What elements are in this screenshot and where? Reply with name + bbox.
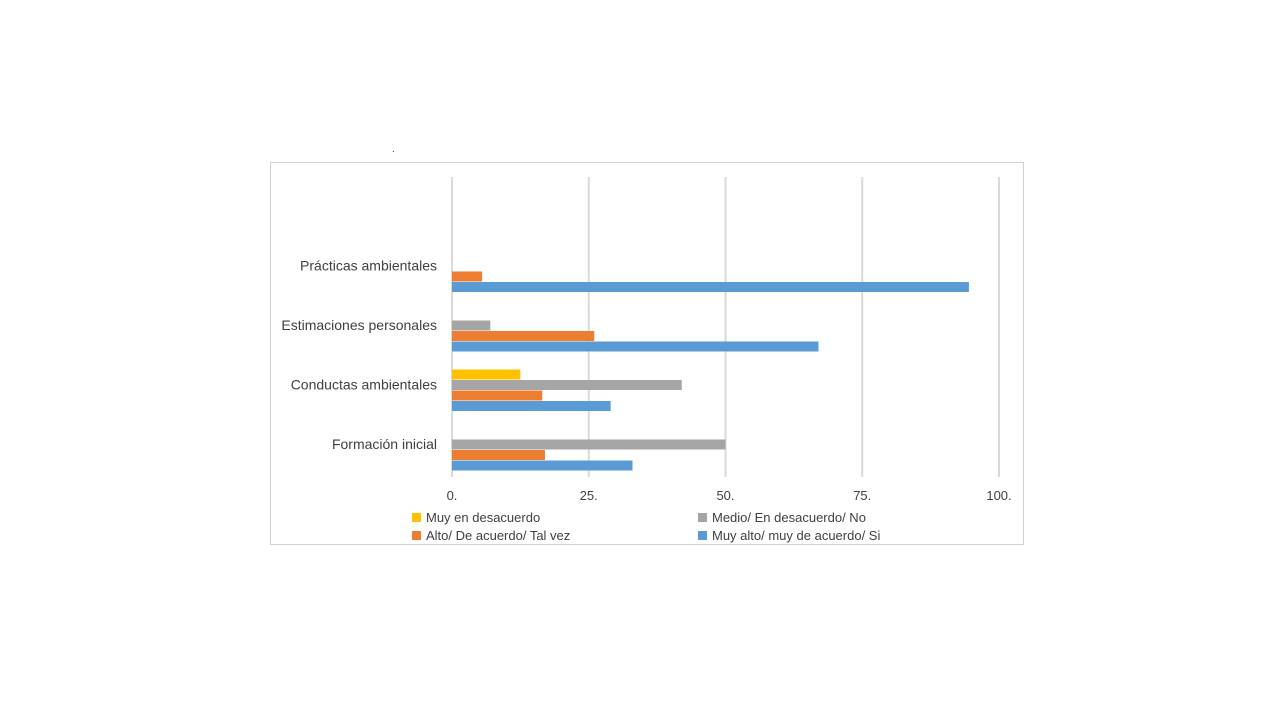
chart-frame: 0. 25. 50. 75. 100. Formación inicial Conducta… <box>270 162 1024 545</box>
y-category-label: Prácticas ambientales <box>300 258 437 274</box>
slide-dot: . <box>392 144 395 155</box>
y-category-label: Formación inicial <box>332 436 437 452</box>
x-tick-label: 25. <box>580 488 598 503</box>
legend-item: Alto/ De acuerdo/ Tal vez <box>412 528 570 543</box>
legend-label: Medio/ En desacuerdo/ No <box>712 510 866 525</box>
legend-label: Muy alto/ muy de acuerdo/ Si <box>712 528 881 543</box>
legend-label: Muy en desacuerdo <box>426 510 541 525</box>
legend-swatch <box>698 513 707 522</box>
bar-chart: 0. 25. 50. 75. 100. Formación inicial Conducta… <box>281 177 1012 503</box>
legend-item: Muy alto/ muy de acuerdo/ Si <box>698 528 880 543</box>
bar <box>452 460 633 471</box>
bar <box>452 369 521 380</box>
bar <box>452 439 726 450</box>
x-tick-label: 100. <box>986 488 1011 503</box>
bar <box>452 282 969 292</box>
legend-swatch <box>698 531 707 540</box>
y-category-label: Conductas ambientales <box>291 377 437 393</box>
x-tick-label: 75. <box>853 488 871 503</box>
bar <box>452 341 819 352</box>
bar <box>452 450 545 460</box>
y-category-label: Estimaciones personales <box>281 317 437 333</box>
bar <box>452 401 611 411</box>
x-tick-label: 50. <box>716 488 734 503</box>
x-tick-label: 0. <box>447 488 458 503</box>
bar <box>452 320 491 331</box>
bar <box>452 271 483 282</box>
legend-item: Medio/ En desacuerdo/ No <box>698 510 866 525</box>
bar <box>452 390 543 401</box>
legend-swatch <box>412 513 421 522</box>
legend-item: Muy en desacuerdo <box>412 510 540 525</box>
bar <box>452 380 682 390</box>
bar <box>452 331 595 341</box>
legend-label: Alto/ De acuerdo/ Tal vez <box>426 528 571 543</box>
legend-swatch <box>412 531 421 540</box>
